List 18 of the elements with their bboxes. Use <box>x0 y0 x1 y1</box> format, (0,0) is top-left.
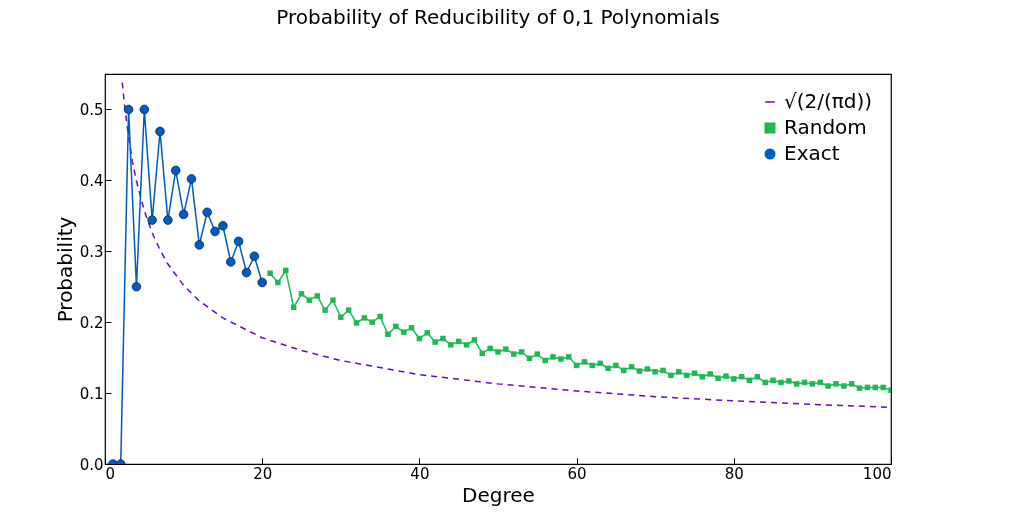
legend-label: √(2/(πd)) <box>784 89 873 113</box>
x-tick-label: 40 <box>410 464 430 483</box>
legend-label: Random <box>784 115 867 139</box>
chart-title: Probability of Reducibility of 0,1 Polynomials <box>276 5 720 29</box>
y-tick-label: 0.2 <box>79 313 104 332</box>
y-tick-label: 0.4 <box>79 171 104 190</box>
x-tick-label: 0 <box>105 464 116 483</box>
x-tick-label: 60 <box>567 464 587 483</box>
y-tick-label: 0.0 <box>79 455 104 474</box>
x-tick-label: 80 <box>724 464 744 483</box>
y-axis-title: Probability <box>52 216 77 323</box>
y-tick-label: 0.3 <box>79 242 104 261</box>
y-tick-label: 0.1 <box>79 384 104 403</box>
y-tick-label: 0.5 <box>79 100 104 119</box>
x-tick-label: 20 <box>253 464 273 483</box>
x-axis-title: Degree <box>462 482 535 507</box>
legend-label: Exact <box>784 141 840 165</box>
x-tick-label: 100 <box>862 464 892 483</box>
